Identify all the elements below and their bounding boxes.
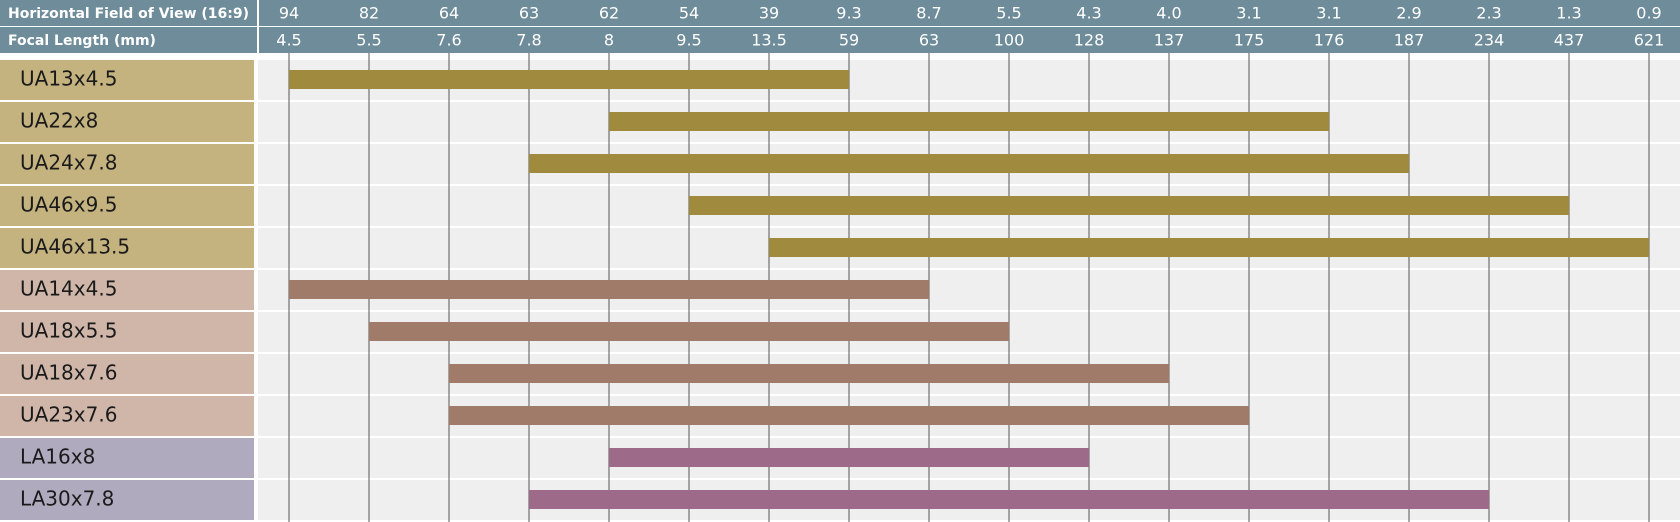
lens-label: UA23x7.6 [20, 403, 117, 427]
x2-tick-label: 94 [279, 4, 299, 23]
x2-tick-label: 8.7 [916, 4, 941, 23]
lens-label: UA22x8 [20, 109, 98, 133]
header-row [0, 27, 1680, 53]
x-tick-label: 9.5 [676, 31, 701, 50]
lens-label: UA14x4.5 [20, 277, 117, 301]
lens-label: UA46x9.5 [20, 193, 117, 217]
x2-tick-label: 2.9 [1396, 4, 1421, 23]
range-bar [689, 196, 1569, 215]
lens-label: UA18x5.5 [20, 319, 117, 343]
x-axis-title: Focal Length (mm) [8, 33, 156, 49]
lens-label-box [0, 102, 254, 142]
x2-axis-title: Horizontal Field of View (16:9) [8, 6, 249, 22]
lens-label-box [0, 144, 254, 184]
lens-label-box [0, 438, 254, 478]
x-tick-label: 437 [1554, 31, 1585, 50]
x2-tick-label: 5.5 [996, 4, 1021, 23]
x-tick-label: 128 [1074, 31, 1105, 50]
range-bar [289, 70, 849, 89]
x2-tick-label: 39 [759, 4, 779, 23]
x2-tick-label: 4.0 [1156, 4, 1181, 23]
lens-label-box [0, 480, 254, 520]
lens-label-box [0, 228, 254, 268]
x2-tick-label: 3.1 [1236, 4, 1261, 23]
header-row [0, 0, 1680, 26]
lens-label-box [0, 312, 254, 352]
range-bar [769, 238, 1649, 257]
x-tick-label: 7.8 [516, 31, 541, 50]
range-bar [449, 364, 1169, 383]
x-tick-label: 13.5 [751, 31, 787, 50]
x2-tick-label: 2.3 [1476, 4, 1501, 23]
x2-tick-label: 54 [679, 4, 699, 23]
lens-label: LA16x8 [20, 445, 95, 469]
x-tick-label: 7.6 [436, 31, 461, 50]
lens-label: UA18x7.6 [20, 361, 117, 385]
lens-label: UA24x7.8 [20, 151, 117, 175]
x2-tick-label: 64 [439, 4, 459, 23]
x-tick-label: 63 [919, 31, 939, 50]
range-bar [529, 490, 1489, 509]
lens-label-box [0, 60, 254, 100]
x2-tick-label: 62 [599, 4, 619, 23]
x-tick-label: 187 [1394, 31, 1425, 50]
x2-tick-label: 1.3 [1556, 4, 1581, 23]
x2-tick-label: 4.3 [1076, 4, 1101, 23]
x-tick-label: 175 [1234, 31, 1265, 50]
lens-label: UA13x4.5 [20, 67, 117, 91]
lens-label-box [0, 186, 254, 226]
x2-tick-label: 63 [519, 4, 539, 23]
x-tick-label: 59 [839, 31, 859, 50]
x-tick-label: 4.5 [276, 31, 301, 50]
lens-label: LA30x7.8 [20, 487, 114, 511]
range-bar [289, 280, 929, 299]
lens-label-box [0, 270, 254, 310]
x2-tick-label: 9.3 [836, 4, 861, 23]
x2-tick-label: 3.1 [1316, 4, 1341, 23]
x-tick-label: 137 [1154, 31, 1185, 50]
range-bar [449, 406, 1249, 425]
range-bar [609, 448, 1089, 467]
range-bar [369, 322, 1009, 341]
lens-label-box [0, 354, 254, 394]
x2-tick-label: 82 [359, 4, 379, 23]
range-bar [609, 112, 1329, 131]
range-bar [529, 154, 1409, 173]
x-tick-label: 100 [994, 31, 1025, 50]
lens-label: UA46x13.5 [20, 235, 130, 259]
x-tick-label: 5.5 [356, 31, 381, 50]
x-tick-label: 8 [604, 31, 614, 50]
lens-label-box [0, 396, 254, 436]
x-tick-label: 176 [1314, 31, 1345, 50]
x-tick-label: 234 [1474, 31, 1505, 50]
x-tick-label: 621 [1634, 31, 1665, 50]
x2-tick-label: 0.9 [1636, 4, 1661, 23]
